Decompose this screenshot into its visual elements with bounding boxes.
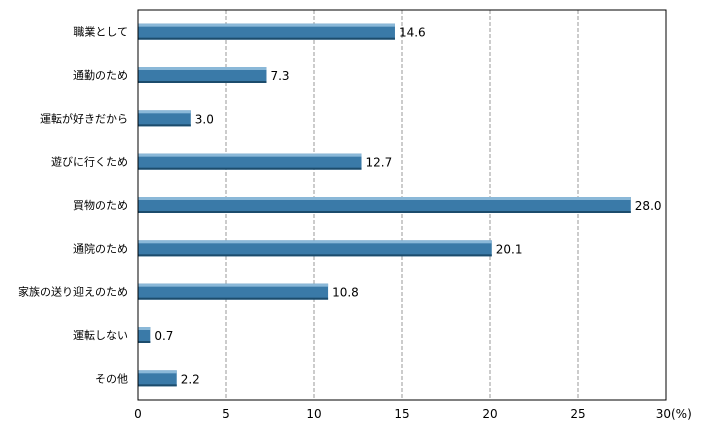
x-axis-ticks: 0 5 10 15 20 25 30 (%) (134, 407, 692, 421)
bar-highlight (138, 23, 395, 27)
x-tick-label: 30 (656, 407, 671, 421)
x-tick-label: 10 (306, 407, 321, 421)
category-labels: 職業として通勤のため運転が好きだから遊びに行くため買物のため通院のため家族の送り… (18, 26, 128, 386)
category-label: 運転しない (73, 329, 128, 342)
bar-shadow (138, 37, 395, 40)
bar-highlight (138, 240, 492, 244)
bar-highlight (138, 67, 267, 70)
x-tick-label: 25 (570, 407, 585, 421)
bar-body (138, 67, 267, 83)
bar-body (138, 110, 191, 127)
x-tick-label: 5 (222, 407, 230, 421)
bar-highlight (138, 110, 191, 114)
bar (138, 153, 362, 170)
category-label: 家族の送り迎えのため (18, 285, 128, 299)
x-tick-label: 0 (134, 407, 142, 421)
category-label: 通勤のため (73, 69, 128, 82)
category-label: その他 (95, 372, 128, 385)
bar (138, 370, 177, 387)
category-label: 職業として (73, 26, 128, 39)
x-tick-label: 15 (394, 407, 409, 421)
bar-body (138, 370, 177, 387)
bar-shadow (138, 341, 151, 343)
bar-shadow (138, 297, 329, 300)
value-label: 20.1 (496, 242, 523, 256)
bar-shadow (138, 211, 631, 213)
bar (138, 283, 329, 300)
category-label: 通院のため (73, 241, 128, 255)
bar-body (138, 240, 492, 257)
bar (138, 327, 151, 343)
bar-highlight (138, 370, 177, 374)
bar-body (138, 197, 631, 213)
value-label: 3.0 (195, 112, 214, 126)
plot-frame (137, 9, 667, 401)
bar-shadow (138, 254, 492, 257)
category-label: 運転が好きだから (40, 111, 128, 125)
bar (138, 67, 267, 83)
category-label: 買物のため (73, 198, 128, 212)
value-labels: 14.6 7.3 3.0 12.7 28.0 20.1 10.8 0.7 2.2 (154, 26, 661, 387)
bar (138, 110, 191, 127)
bar (138, 23, 395, 40)
bar-shadow (138, 384, 177, 387)
value-label: 7.3 (270, 69, 289, 83)
bar-body (138, 283, 329, 300)
bar-highlight (138, 197, 631, 200)
bars (138, 23, 631, 387)
value-label: 10.8 (332, 286, 359, 300)
bar-shadow (138, 167, 362, 170)
value-label: 0.7 (154, 329, 173, 343)
bar (138, 240, 492, 257)
value-label: 12.7 (366, 156, 393, 170)
bar-body (138, 327, 151, 343)
bar-shadow (138, 124, 191, 127)
category-label: 遊びに行くため (51, 155, 128, 169)
bar-body (138, 23, 395, 40)
x-axis-unit: (%) (671, 407, 692, 421)
bar (138, 197, 631, 213)
bar-highlight (138, 327, 151, 330)
x-tick-label: 20 (482, 407, 497, 421)
bar-shadow (138, 81, 267, 83)
value-label: 14.6 (399, 26, 426, 40)
bar-highlight (138, 283, 329, 287)
bar-highlight (138, 153, 362, 157)
bar-body (138, 153, 362, 170)
value-label: 28.0 (635, 199, 662, 213)
value-label: 2.2 (181, 372, 200, 386)
